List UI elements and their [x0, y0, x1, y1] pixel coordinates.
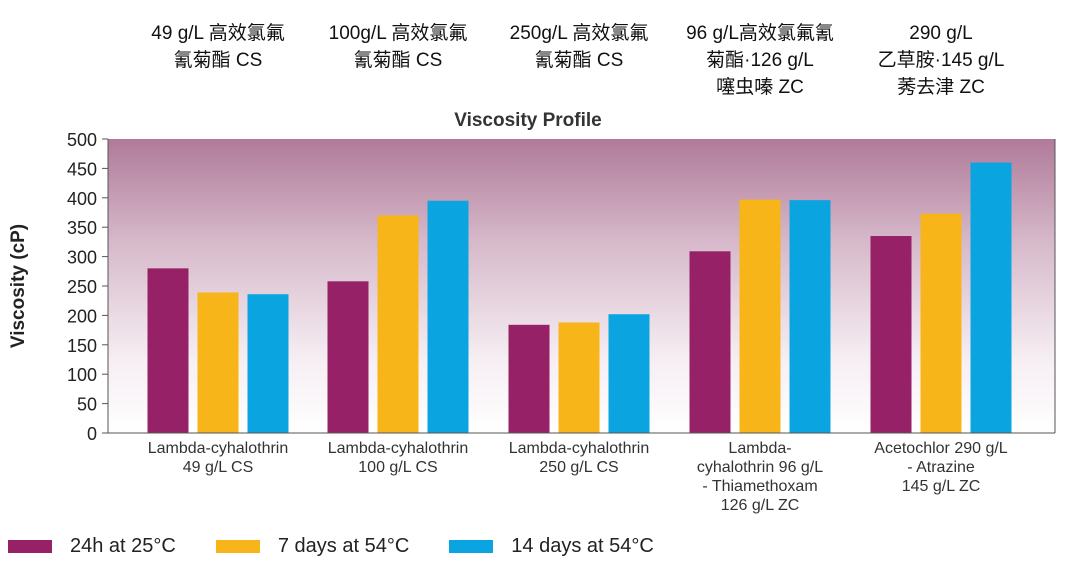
legend-label: 14 days at 54°C [511, 534, 654, 557]
y-tick-label: 450 [67, 159, 97, 179]
header-label: 96 g/L高效氯氟氰 菊酯·126 g/L 噻虫嗪 ZC [665, 20, 855, 101]
bar [608, 314, 650, 433]
y-tick-label: 350 [67, 218, 97, 238]
bar [247, 294, 289, 433]
header-label-line: 乙草胺·145 g/L [877, 50, 1005, 71]
bar [147, 268, 189, 433]
chart-title: Viscosity Profile [454, 110, 602, 131]
legend-swatch [8, 539, 52, 553]
legend-label: 24h at 25°C [70, 534, 176, 557]
header-label-line: 100g/L 高效氯氟 [328, 23, 468, 44]
header-label-line: 菊酯·126 g/L [706, 50, 814, 71]
bar [327, 281, 369, 433]
header-label-line: 氰菊酯 CS [353, 50, 443, 71]
x-tick-label-line: cyhalothrin 96 g/L [697, 459, 823, 476]
bar [427, 200, 469, 433]
x-tick-label: Lambda-cyhalothrin 100 g/L CS [328, 440, 469, 476]
x-tick-label-line: 126 g/L ZC [721, 497, 800, 514]
viscosity-bar-chart: Viscosity Profile Viscosity (cP) 0 50 100 1… [8, 110, 1056, 514]
header-label-line: 49 g/L 高效氯氟 [151, 23, 285, 44]
x-tick-label-line: Lambda-cyhalothrin [509, 440, 650, 457]
x-tick-labels: Lambda-cyhalothrin 49 g/L CSLambda-cyhalo… [148, 440, 1008, 514]
x-tick-label: Lambda-cyhalothrin 49 g/L CS [148, 440, 289, 476]
x-tick-label-line: - Atrazine [907, 459, 975, 476]
bar [377, 215, 419, 433]
bar [739, 199, 781, 433]
legend-item: 14 days at 54°C [449, 535, 654, 558]
header-label: 250g/L 高效氯氟 氰菊酯 CS [484, 20, 674, 74]
bars-group [147, 162, 1012, 433]
x-tick-label-line: 250 g/L CS [539, 459, 618, 476]
x-tick-label-line: Acetochlor 290 g/L [874, 440, 1008, 457]
bar [870, 236, 912, 433]
y-tick-label: 500 [67, 130, 97, 150]
bar [789, 200, 831, 433]
bar [970, 162, 1012, 433]
x-tick-label-line: 49 g/L CS [183, 459, 254, 476]
x-tick-label: Acetochlor 290 g/L - Atrazine 145 g/L ZC [874, 440, 1008, 495]
y-tick-label: 0 [87, 424, 97, 444]
x-tick-label: Lambda-cyhalothrin 96 g/L - Thiamethoxam 1… [697, 440, 823, 514]
legend-item: 7 days at 54°C [215, 534, 410, 558]
bar [508, 324, 550, 433]
x-tick-label-line: Lambda- [728, 440, 791, 457]
bar [197, 292, 239, 433]
y-tick-label: 100 [67, 365, 97, 385]
header-label-line: 290 g/L [909, 23, 973, 44]
legend-swatch [215, 539, 260, 553]
legend-label: 7 days at 54°C [277, 534, 410, 557]
bar [689, 251, 731, 433]
bar [920, 213, 962, 433]
y-tick-label: 150 [67, 336, 97, 356]
y-tick-label: 200 [67, 306, 97, 326]
header-label: 100g/L 高效氯氟 氰菊酯 CS [303, 20, 493, 74]
header-label-line: 氰菊酯 CS [173, 50, 263, 71]
y-tick-label: 300 [67, 248, 97, 268]
legend: 24h at 25°C 7 days at 54°C 14 days at 54°C [8, 533, 694, 559]
y-tick-label: 250 [67, 277, 97, 297]
header-label-line: 莠去津 ZC [897, 77, 985, 98]
y-tick-label: 400 [67, 189, 97, 209]
header-label: 290 g/L 乙草胺·145 g/L 莠去津 ZC [846, 20, 1036, 101]
header-label: 49 g/L 高效氯氟 氰菊酯 CS [123, 20, 313, 74]
y-tick-label: 50 [77, 395, 97, 415]
axes-group: 0 50 100 150 200 250 300 350 400 450 500 [67, 130, 1056, 444]
x-tick-label: Lambda-cyhalothrin 250 g/L CS [509, 440, 650, 476]
x-tick-label-line: - Thiamethoxam [702, 478, 817, 495]
header-label-line: 氰菊酯 CS [534, 50, 624, 71]
y-axis-label: Viscosity (cP) [8, 224, 29, 348]
x-tick-label-line: 100 g/L CS [358, 459, 437, 476]
header-label-line: 250g/L 高效氯氟 [509, 23, 649, 44]
legend-item: 24h at 25°C [8, 535, 176, 558]
x-tick-label-line: Lambda-cyhalothrin [328, 440, 469, 457]
header-label-line: 噻虫嗪 ZC [716, 77, 804, 98]
x-tick-label-line: Lambda-cyhalothrin [148, 440, 289, 457]
header-label-line: 96 g/L高效氯氟氰 [686, 23, 834, 44]
bar [558, 322, 600, 433]
legend-swatch [449, 539, 494, 553]
x-tick-label-line: 145 g/L ZC [902, 478, 981, 495]
